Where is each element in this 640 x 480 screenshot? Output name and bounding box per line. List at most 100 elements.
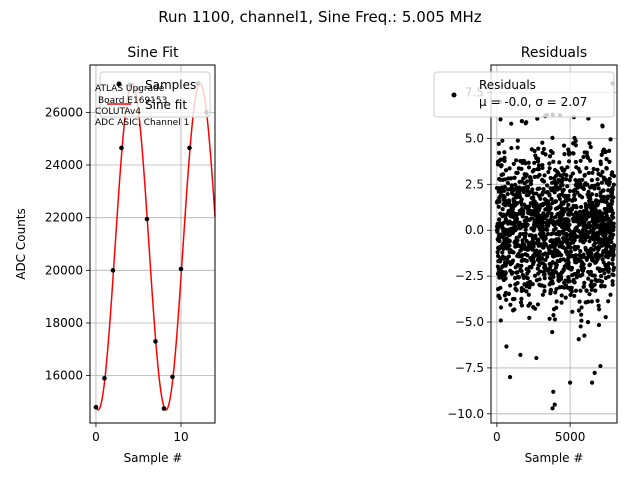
residual-point (537, 277, 542, 282)
sample-point (178, 266, 184, 272)
residual-point (567, 178, 572, 183)
residual-point (517, 234, 522, 239)
residual-point (607, 176, 612, 181)
sample-point (144, 216, 150, 222)
residual-point (559, 243, 564, 248)
residual-point (529, 240, 534, 245)
residual-point (542, 215, 547, 221)
residual-point (591, 247, 596, 252)
residual-point (519, 197, 524, 202)
residual-point (518, 300, 524, 305)
residual-point (575, 190, 580, 195)
residual-point (609, 187, 615, 192)
residual-point (566, 260, 571, 265)
residual-point (505, 191, 510, 197)
residual-point (521, 189, 526, 194)
residuals-ytick-label: 5.0 (465, 131, 484, 145)
residual-point (578, 204, 584, 210)
residual-point (532, 199, 538, 204)
residual-point (611, 215, 616, 220)
residual-point (526, 268, 531, 274)
residual-point (527, 315, 532, 320)
residual-point (520, 222, 525, 227)
residual-point (541, 272, 547, 277)
residual-point (598, 194, 603, 199)
residual-point (496, 141, 501, 147)
residual-point (607, 159, 612, 164)
residual-point (499, 163, 504, 168)
residual-point (500, 207, 505, 212)
residual-point (574, 214, 579, 220)
residual-point (519, 119, 524, 124)
residual-point (611, 267, 616, 273)
residual-point (508, 176, 514, 181)
residual-point (562, 207, 568, 212)
residual-point (587, 272, 593, 277)
sample-point (119, 145, 124, 151)
residual-point (500, 264, 505, 269)
residual-point (539, 256, 544, 261)
residual-point (551, 274, 556, 280)
residual-point (580, 254, 585, 259)
residual-point (509, 269, 514, 275)
sine-fit-title: Sine Fit (127, 45, 179, 61)
residual-point (536, 256, 541, 262)
residual-point (559, 173, 564, 178)
residual-point (603, 254, 608, 259)
residual-point (559, 300, 564, 305)
sine-fit-ytick-label: 26000 (45, 105, 83, 119)
residual-point (603, 239, 609, 244)
residual-point (532, 160, 537, 165)
residual-point (597, 307, 602, 312)
residual-point (554, 173, 559, 178)
residual-point (581, 216, 586, 221)
residual-point (551, 313, 556, 318)
residual-point (606, 274, 611, 279)
sine-fit-ytick-label: 16000 (45, 369, 83, 383)
residual-point (517, 263, 522, 268)
residual-point (554, 169, 560, 174)
residual-point (559, 253, 564, 258)
residual-point (542, 276, 547, 281)
residual-point (572, 293, 577, 298)
residual-point (609, 198, 614, 203)
residual-point (607, 180, 612, 185)
residual-point (551, 159, 556, 164)
residual-point (585, 182, 590, 187)
residual-point (548, 287, 554, 292)
residual-point (535, 116, 540, 121)
residual-point (592, 185, 597, 191)
residual-point (520, 238, 525, 243)
residual-point (550, 135, 555, 141)
residual-point (502, 150, 507, 155)
residual-point (553, 265, 559, 270)
residual-point (568, 207, 574, 212)
residual-point (532, 273, 538, 278)
residual-point (595, 182, 600, 187)
residual-point (511, 161, 516, 166)
residual-point (505, 187, 511, 192)
residual-point (573, 260, 578, 265)
residual-point (509, 205, 514, 210)
residual-point (540, 292, 546, 297)
residual-point (517, 226, 522, 231)
residual-point (525, 184, 531, 189)
residual-point (520, 214, 525, 219)
residual-point (539, 234, 544, 239)
residual-point (568, 235, 573, 240)
residual-point (574, 225, 579, 230)
residual-point (560, 168, 565, 173)
residual-point (586, 170, 591, 176)
residual-point (509, 226, 514, 231)
residual-point (587, 251, 592, 256)
residual-point (598, 159, 603, 164)
residual-point (542, 197, 547, 202)
residual-point (541, 187, 546, 192)
residual-point (535, 203, 540, 208)
residual-point (611, 254, 616, 259)
residual-point (547, 161, 552, 166)
residual-point (611, 224, 616, 229)
residual-point (526, 160, 531, 165)
residual-point (606, 299, 611, 304)
residual-point (547, 166, 552, 171)
